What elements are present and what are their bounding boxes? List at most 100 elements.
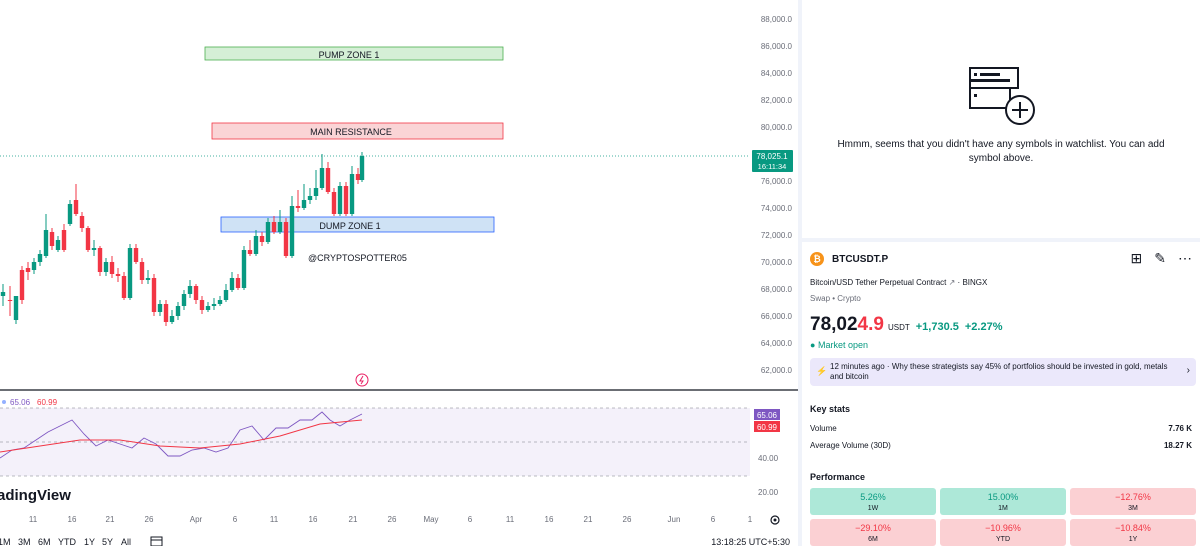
time-axis[interactable]: 11 16 21 26 Apr 6 11 16 21 26 May 6 11 16 21 26 Jun 6 1 <box>29 515 753 524</box>
grid-icon[interactable]: ⊞ <box>1130 250 1143 266</box>
symbol-ticker[interactable]: BTCUSDT.P <box>832 253 889 265</box>
price-axis-label: 82,000.0 <box>761 96 793 105</box>
chart-panel[interactable]: 88,000.0 86,000.0 84,000.0 82,000.0 80,000.0… <box>0 0 800 546</box>
symbol-full-name[interactable]: Bitcoin/USD Tether Perpetual Contract <box>810 278 947 287</box>
price-row: 78,02 4.9 USDT +1,730.5 +2.27% <box>810 314 1003 336</box>
symbol-header-actions: ⊞ ✎ ⋯ <box>1131 250 1192 267</box>
performance-period: 6M <box>868 536 878 543</box>
performance-title: Performance <box>810 472 866 482</box>
resistance-zone[interactable]: MAIN RESISTANCE <box>211 122 504 140</box>
candle-body <box>13 296 19 320</box>
rsi-badge-2: 60.99 <box>757 423 778 432</box>
performance-cell[interactable]: −29.10% 6M <box>810 519 936 546</box>
candle-body <box>175 306 181 316</box>
range-buttons[interactable]: 1M 3M 6M YTD 1Y 5Y All <box>0 537 131 546</box>
candle-body <box>97 248 103 272</box>
calendar-icon[interactable] <box>150 536 163 546</box>
range-button-ytd[interactable]: YTD <box>58 537 77 546</box>
price-axis-label: 80,000.0 <box>761 123 793 132</box>
more-icon[interactable]: ⋯ <box>1178 250 1192 266</box>
candle-body <box>241 250 247 288</box>
news-banner[interactable]: ⚡ 12 minutes ago · Why these strategists… <box>810 358 1196 386</box>
chevron-right-icon[interactable]: › <box>1186 365 1190 376</box>
range-button-1m[interactable]: 1M <box>0 537 11 546</box>
performance-cell[interactable]: −10.84% 1Y <box>1070 519 1196 546</box>
performance-cell[interactable]: −10.96% YTD <box>940 519 1066 546</box>
price-axis-label: 74,000.0 <box>761 204 793 213</box>
performance-cell[interactable]: −12.76% 3M <box>1070 488 1196 515</box>
performance-value: 5.26% <box>860 492 886 502</box>
candle-body <box>337 186 343 214</box>
performance-value: −29.10% <box>855 523 891 533</box>
status-dot-icon: ● <box>810 340 816 350</box>
time-axis-label: May <box>423 515 438 524</box>
price-axis-label: 70,000.0 <box>761 258 793 267</box>
candle-body <box>157 304 163 312</box>
candle-body <box>289 206 295 256</box>
performance-cell[interactable]: 15.00% 1M <box>940 488 1066 515</box>
key-stat-label: Average Volume (30D) <box>810 441 891 450</box>
watermark-handle: @CRYPTOSPOTTER05 <box>308 253 407 263</box>
candle-body <box>313 188 319 196</box>
candle-body <box>349 174 355 214</box>
price-axis-label: 68,000.0 <box>761 285 793 294</box>
price-axis-label: 66,000.0 <box>761 312 793 321</box>
candlestick-series[interactable] <box>0 152 365 326</box>
time-axis-label: 1 <box>748 515 753 524</box>
candle-body <box>253 236 259 254</box>
main-chart[interactable]: 88,000.0 86,000.0 84,000.0 82,000.0 80,000.0… <box>0 0 800 546</box>
candle-body <box>133 248 139 262</box>
performance-cell[interactable]: 5.26% 1W <box>810 488 936 515</box>
edit-icon[interactable]: ✎ <box>1154 250 1166 266</box>
candle-body <box>295 206 301 208</box>
key-stat-value: 18.27 K <box>1163 441 1192 450</box>
key-stat-row: Average Volume (30D) 18.27 K <box>810 441 1192 450</box>
candle-body <box>121 276 127 298</box>
pump-zone[interactable]: PUMP ZONE 1 <box>204 46 504 61</box>
time-axis-label: 21 <box>106 515 115 524</box>
time-axis-label: 21 <box>349 515 358 524</box>
clock-time[interactable]: 13:18:25 UTC+5:30 <box>711 537 790 546</box>
price-axis-label: 62,000.0 <box>761 366 793 375</box>
rsi-legend-value-2: 60.99 <box>37 398 58 407</box>
candle-body <box>205 306 211 310</box>
time-axis-label: 16 <box>309 515 318 524</box>
range-button-6m[interactable]: 6M <box>38 537 51 546</box>
performance-value: 15.00% <box>987 492 1019 502</box>
panel-divider[interactable] <box>798 0 802 546</box>
candle-body <box>19 270 25 300</box>
candle-body <box>187 286 193 294</box>
candle-body <box>217 300 223 304</box>
candle-body <box>235 278 241 288</box>
candle-body <box>223 290 229 300</box>
price-change-percent: +2.27% <box>964 321 1003 333</box>
news-text[interactable]: 12 minutes ago · Why these strategists s… <box>830 362 1168 381</box>
dump-zone[interactable]: DUMP ZONE 1 <box>220 216 495 233</box>
gear-icon[interactable] <box>770 515 780 525</box>
candle-body <box>247 250 253 254</box>
symbol-header[interactable]: ₿ BTCUSDT.P <box>810 252 888 266</box>
candle-body <box>359 156 365 180</box>
range-button-3m[interactable]: 3M <box>18 537 31 546</box>
alert-icon[interactable] <box>355 373 369 387</box>
candle-body <box>271 222 277 232</box>
market-status-label: Market open <box>817 340 868 350</box>
candle-body <box>55 240 61 250</box>
range-button-1y[interactable]: 1Y <box>84 537 95 546</box>
price-axis[interactable]: 88,000.0 86,000.0 84,000.0 82,000.0 80,000.0… <box>761 15 793 375</box>
candle-body <box>61 230 67 250</box>
watchlist-empty-message: Hmmm, seems that you didn't have any sym… <box>837 139 1165 164</box>
candle-body <box>145 278 151 280</box>
price-axis-label: 86,000.0 <box>761 42 793 51</box>
time-axis-label: 26 <box>145 515 154 524</box>
external-link-icon[interactable]: ↗ <box>948 278 958 287</box>
resistance-zone-label: MAIN RESISTANCE <box>310 127 392 137</box>
dump-zone-label: DUMP ZONE 1 <box>319 221 380 231</box>
performance-period: YTD <box>996 536 1010 543</box>
range-button-5y[interactable]: 5Y <box>102 537 113 546</box>
range-button-all[interactable]: All <box>121 537 131 546</box>
rsi-pane[interactable]: 65.06 60.99 65.06 60.99 40.00 20.00 <box>0 398 780 497</box>
price-axis-label: 88,000.0 <box>761 15 793 24</box>
price-axis-label: 72,000.0 <box>761 231 793 240</box>
candle-body <box>343 186 349 214</box>
